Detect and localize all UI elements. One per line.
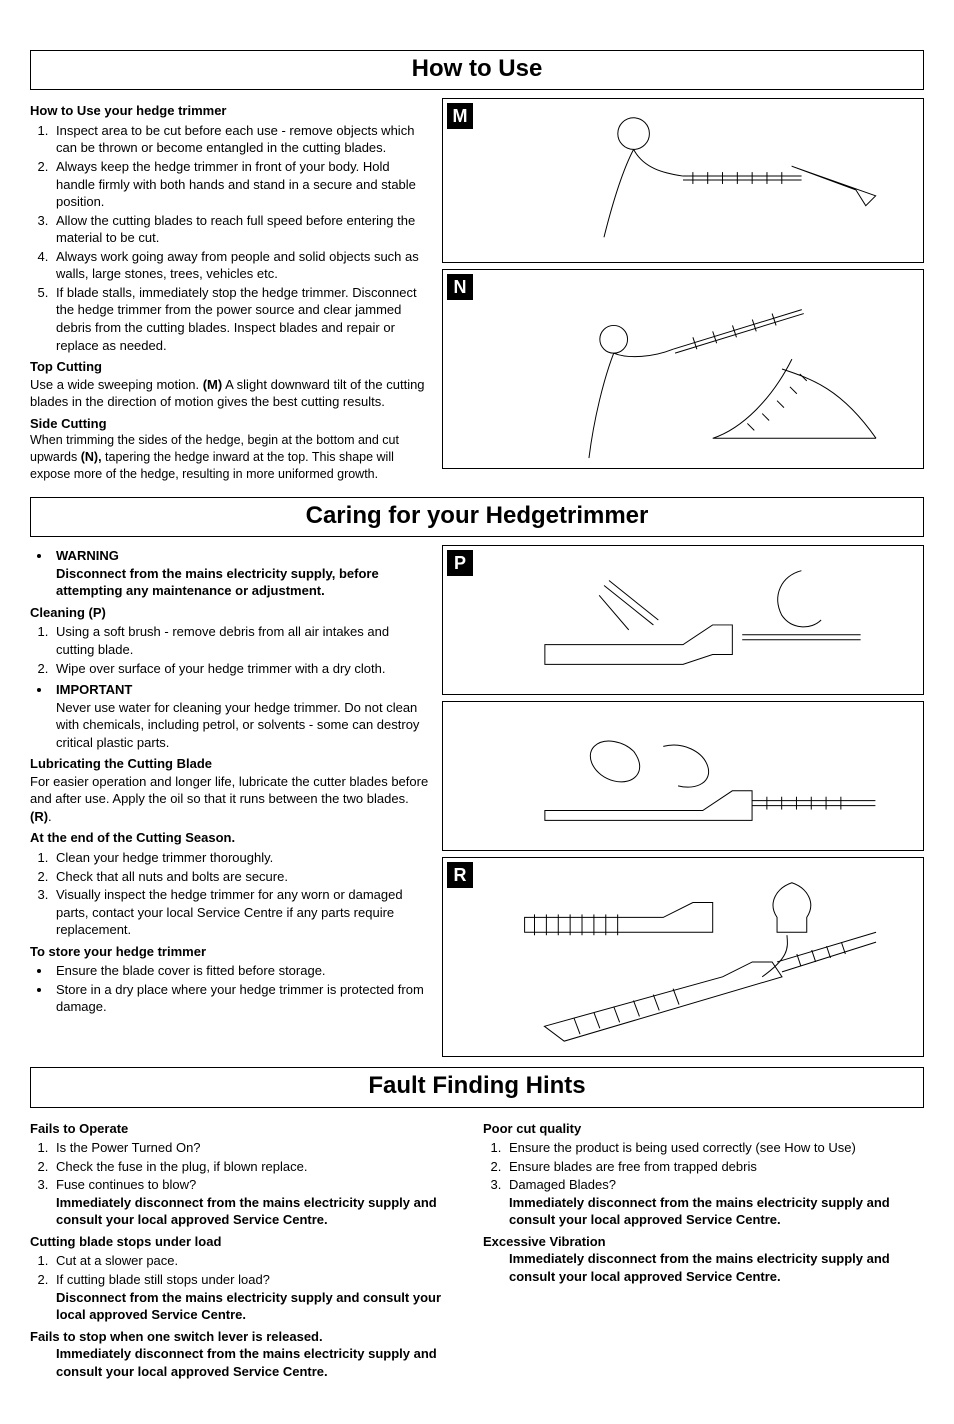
top-cutting-illustration <box>443 99 923 262</box>
section-faults-header: Fault Finding Hints <box>30 1067 924 1107</box>
list-item: Check that all nuts and bolts are secure… <box>52 868 430 886</box>
faults-left-column: Fails to Operate Is the Power Turned On?… <box>30 1116 471 1385</box>
figure-ref: (R) <box>30 809 48 824</box>
text: Immediately disconnect from the mains el… <box>509 1195 890 1228</box>
figure-p: P <box>442 545 924 695</box>
storage-list: Ensure the blade cover is fitted before … <box>30 962 430 1016</box>
list-item: Inspect area to be cut before each use -… <box>52 122 430 157</box>
section-title: Caring for your Hedgetrimmer <box>30 497 924 537</box>
figure-n: N <box>442 269 924 469</box>
list-item: Damaged Blades? Immediately disconnect f… <box>505 1176 924 1229</box>
text: Disconnect from the mains electricity su… <box>56 1290 441 1323</box>
lubricating-text: For easier operation and longer life, lu… <box>30 773 430 826</box>
figure-ref: (M) <box>203 377 223 392</box>
list-item: Allow the cutting blades to reach full s… <box>52 212 430 247</box>
cleaning-steps: Using a soft brush - remove debris from … <box>30 623 430 677</box>
poor-cut-heading: Poor cut quality <box>483 1120 924 1138</box>
cleaning-heading: Cleaning (P) <box>30 604 430 622</box>
important-text: Never use water for cleaning your hedge … <box>56 700 419 750</box>
side-cutting-illustration <box>443 270 923 468</box>
figure-ref: (N), <box>81 450 102 464</box>
text: Use a wide sweeping motion. <box>30 377 203 392</box>
warning-block: WARNING Disconnect from the mains electr… <box>30 547 430 600</box>
wiping-illustration <box>443 702 923 850</box>
top-cutting-heading: Top Cutting <box>30 358 430 376</box>
list-item: Check the fuse in the plug, if blown rep… <box>52 1158 471 1176</box>
list-item: Fuse continues to blow? Immediately disc… <box>52 1176 471 1229</box>
text: Damaged Blades? <box>509 1177 616 1192</box>
lubricating-illustration <box>443 858 923 1056</box>
end-season-heading: At the end of the Cutting Season. <box>30 829 430 847</box>
side-cutting-heading: Side Cutting <box>30 415 430 433</box>
how-to-use-text-column: How to Use your hedge trimmer Inspect ar… <box>30 98 430 486</box>
cleaning-brush-illustration <box>443 546 923 694</box>
caring-text-column: WARNING Disconnect from the mains electr… <box>30 545 430 1057</box>
list-item: Using a soft brush - remove debris from … <box>52 623 430 658</box>
warning-item: WARNING Disconnect from the mains electr… <box>52 547 430 600</box>
fails-stop-text: Immediately disconnect from the mains el… <box>30 1345 471 1380</box>
important-heading: IMPORTANT <box>56 682 132 697</box>
section-caring-body: WARNING Disconnect from the mains electr… <box>30 545 924 1057</box>
important-item: IMPORTANT Never use water for cleaning y… <box>52 681 430 751</box>
list-item: Wipe over surface of your hedge trimmer … <box>52 660 430 678</box>
faults-right-column: Poor cut quality Ensure the product is b… <box>483 1116 924 1385</box>
warning-text: Disconnect from the mains electricity su… <box>56 566 379 599</box>
text: . <box>48 809 52 824</box>
list-item: Visually inspect the hedge trimmer for a… <box>52 886 430 939</box>
poor-cut-list: Ensure the product is being used correct… <box>483 1139 924 1229</box>
fails-operate-heading: Fails to Operate <box>30 1120 471 1138</box>
side-cutting-text: When trimming the sides of the hedge, be… <box>30 432 430 483</box>
fails-stop-heading: Fails to stop when one switch lever is r… <box>30 1328 471 1346</box>
text: Fuse continues to blow? <box>56 1177 196 1192</box>
text: If cutting blade still stops under load? <box>56 1272 270 1287</box>
how-to-use-figures: M N <box>442 98 924 486</box>
list-item: Store in a dry place where your hedge tr… <box>52 981 430 1016</box>
warning-heading: WARNING <box>56 548 119 563</box>
text: Immediately disconnect from the mains el… <box>56 1195 437 1228</box>
list-item: If cutting blade still stops under load?… <box>52 1271 471 1324</box>
figure-r: R <box>442 857 924 1057</box>
top-cutting-text: Use a wide sweeping motion. (M) A slight… <box>30 376 430 411</box>
storage-heading: To store your hedge trimmer <box>30 943 430 961</box>
section-caring-header: Caring for your Hedgetrimmer <box>30 497 924 537</box>
list-item: Ensure blades are free from trapped debr… <box>505 1158 924 1176</box>
list-item: Clean your hedge trimmer thoroughly. <box>52 849 430 867</box>
lubricating-heading: Lubricating the Cutting Blade <box>30 755 430 773</box>
list-item: Ensure the product is being used correct… <box>505 1139 924 1157</box>
blade-stops-heading: Cutting blade stops under load <box>30 1233 471 1251</box>
how-to-use-steps: Inspect area to be cut before each use -… <box>30 122 430 354</box>
caring-figures: P R <box>442 545 924 1057</box>
list-item: Always keep the hedge trimmer in front o… <box>52 158 430 211</box>
list-item: Cut at a slower pace. <box>52 1252 471 1270</box>
section-how-to-use-body: How to Use your hedge trimmer Inspect ar… <box>30 98 924 486</box>
end-season-steps: Clean your hedge trimmer thoroughly. Che… <box>30 849 430 939</box>
figure-cloth <box>442 701 924 851</box>
list-item: If blade stalls, immediately stop the he… <box>52 284 430 354</box>
section-faults-body: Fails to Operate Is the Power Turned On?… <box>30 1116 924 1385</box>
fails-operate-list: Is the Power Turned On? Check the fuse i… <box>30 1139 471 1229</box>
vibration-heading: Excessive Vibration <box>483 1233 924 1251</box>
blade-stops-list: Cut at a slower pace. If cutting blade s… <box>30 1252 471 1323</box>
figure-m: M <box>442 98 924 263</box>
section-title: How to Use <box>30 50 924 90</box>
text: For easier operation and longer life, lu… <box>30 774 428 807</box>
how-to-use-heading: How to Use your hedge trimmer <box>30 102 430 120</box>
list-item: Always work going away from people and s… <box>52 248 430 283</box>
section-how-to-use-header: How to Use <box>30 50 924 90</box>
list-item: Is the Power Turned On? <box>52 1139 471 1157</box>
important-block: IMPORTANT Never use water for cleaning y… <box>30 681 430 751</box>
vibration-text: Immediately disconnect from the mains el… <box>483 1250 924 1285</box>
section-title: Fault Finding Hints <box>30 1067 924 1107</box>
list-item: Ensure the blade cover is fitted before … <box>52 962 430 980</box>
